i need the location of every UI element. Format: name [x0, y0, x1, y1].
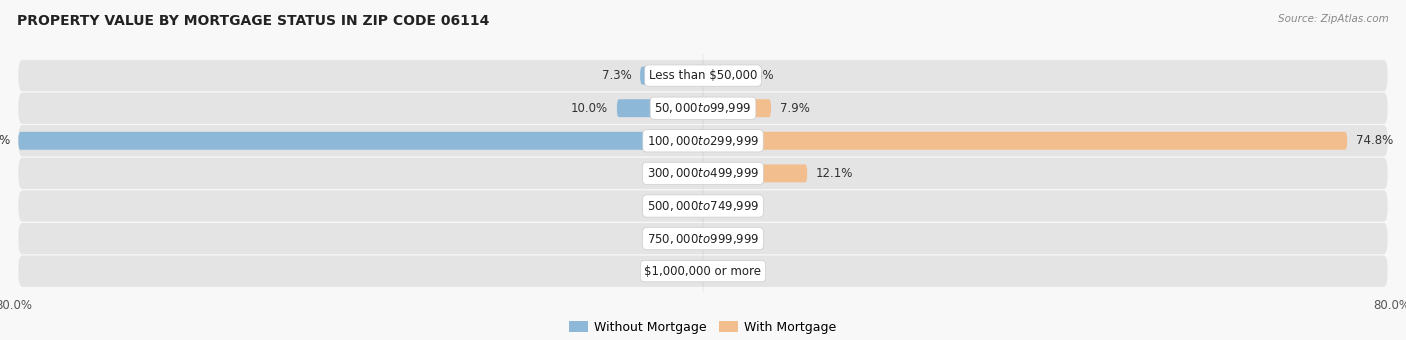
Text: 0.0%: 0.0% [665, 265, 695, 278]
Text: $300,000 to $499,999: $300,000 to $499,999 [647, 166, 759, 181]
Legend: Without Mortgage, With Mortgage: Without Mortgage, With Mortgage [564, 316, 842, 339]
FancyBboxPatch shape [617, 99, 703, 117]
Text: 3.8%: 3.8% [744, 69, 773, 82]
Text: PROPERTY VALUE BY MORTGAGE STATUS IN ZIP CODE 06114: PROPERTY VALUE BY MORTGAGE STATUS IN ZIP… [17, 14, 489, 28]
Text: 7.9%: 7.9% [780, 102, 810, 115]
FancyBboxPatch shape [18, 223, 1388, 254]
Text: 0.0%: 0.0% [665, 232, 695, 245]
Text: $1,000,000 or more: $1,000,000 or more [644, 265, 762, 278]
FancyBboxPatch shape [703, 67, 735, 85]
Text: $50,000 to $99,999: $50,000 to $99,999 [654, 101, 752, 115]
FancyBboxPatch shape [18, 190, 1388, 222]
Text: 7.3%: 7.3% [602, 69, 631, 82]
FancyBboxPatch shape [18, 92, 1388, 124]
FancyBboxPatch shape [703, 165, 807, 182]
Text: Less than $50,000: Less than $50,000 [648, 69, 758, 82]
FancyBboxPatch shape [703, 132, 1347, 150]
Text: $750,000 to $999,999: $750,000 to $999,999 [647, 232, 759, 245]
Text: 1.4%: 1.4% [724, 232, 754, 245]
FancyBboxPatch shape [18, 132, 703, 150]
Text: 0.0%: 0.0% [711, 200, 741, 212]
FancyBboxPatch shape [18, 125, 1388, 156]
Text: Source: ZipAtlas.com: Source: ZipAtlas.com [1278, 14, 1389, 23]
FancyBboxPatch shape [703, 230, 716, 248]
FancyBboxPatch shape [703, 99, 770, 117]
Text: $100,000 to $299,999: $100,000 to $299,999 [647, 134, 759, 148]
Text: 12.1%: 12.1% [815, 167, 853, 180]
Text: 2.2%: 2.2% [645, 200, 675, 212]
Text: $500,000 to $749,999: $500,000 to $749,999 [647, 199, 759, 213]
FancyBboxPatch shape [18, 60, 1388, 91]
FancyBboxPatch shape [702, 262, 706, 280]
Text: 1.0%: 1.0% [657, 167, 686, 180]
FancyBboxPatch shape [640, 67, 703, 85]
FancyBboxPatch shape [695, 165, 703, 182]
Text: 79.5%: 79.5% [0, 134, 10, 147]
FancyBboxPatch shape [18, 158, 1388, 189]
Text: 10.0%: 10.0% [571, 102, 609, 115]
Text: 0.08%: 0.08% [713, 265, 749, 278]
FancyBboxPatch shape [18, 256, 1388, 287]
Text: 74.8%: 74.8% [1355, 134, 1393, 147]
FancyBboxPatch shape [685, 197, 703, 215]
